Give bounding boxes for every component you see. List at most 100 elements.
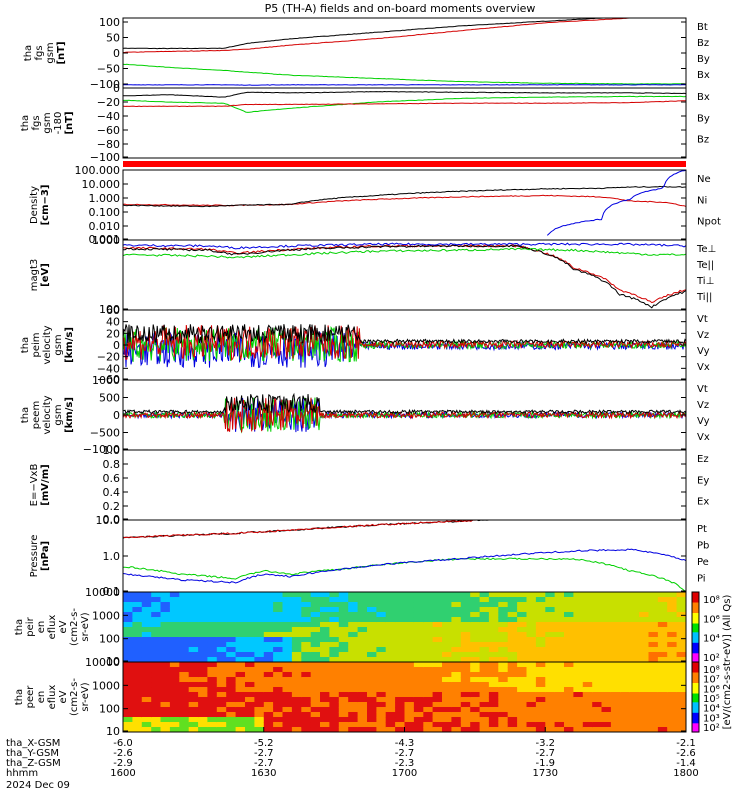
spectrogram-cell <box>629 597 640 603</box>
spectrogram-cell <box>291 617 302 623</box>
spectrogram-cell <box>479 637 490 643</box>
spectrogram-cell <box>338 692 349 698</box>
spectrogram-cell <box>160 727 171 732</box>
spectrogram-cell <box>488 682 499 688</box>
spectrogram-cell <box>610 707 621 713</box>
spectrogram-cell <box>442 622 452 628</box>
spectrogram-cell <box>357 607 368 613</box>
spectrogram-cell <box>582 657 593 662</box>
spectrogram-cell <box>460 682 471 688</box>
spectrogram-cell <box>460 687 471 693</box>
spectrogram-cell <box>451 592 462 598</box>
spectrogram-cell <box>207 622 218 628</box>
spectrogram-cell <box>601 602 612 608</box>
spectrogram-cell <box>413 627 424 633</box>
legend-Bx: Bx <box>697 70 710 81</box>
spectrogram-cell <box>151 697 162 703</box>
spectrogram-cell <box>169 697 180 703</box>
spectrogram-cell <box>526 602 537 608</box>
y-axis-label: gsm <box>53 404 64 425</box>
spectrogram-cell <box>564 702 574 708</box>
spectrogram-cell <box>235 702 246 708</box>
spectrogram-cell <box>451 612 462 618</box>
spectrogram-cell <box>554 622 565 628</box>
spectrogram-cell <box>442 637 452 643</box>
spectrogram-cell <box>273 637 284 643</box>
panel-7 <box>122 449 687 521</box>
spectrogram-cell <box>291 712 302 718</box>
spectrogram-cell <box>273 702 284 708</box>
spectrogram-cell <box>442 707 452 713</box>
spectrogram-cell <box>676 607 686 613</box>
spectrogram-cell <box>601 707 612 713</box>
spectrogram-cell <box>338 637 349 643</box>
spectrogram-cell <box>535 612 546 618</box>
spectrogram-cell <box>254 672 265 678</box>
spectrogram-cell <box>526 627 537 633</box>
y-tick-label: 0.4 <box>103 486 121 499</box>
y-axis-label: gsm <box>42 112 53 133</box>
spectrogram-cell <box>423 602 434 608</box>
y-tick-label: 0 <box>113 409 120 422</box>
spectrogram-cell <box>573 632 584 638</box>
spectrogram-cell <box>235 672 246 678</box>
spectrogram-cell <box>123 727 133 732</box>
spectrogram-cell <box>479 697 490 703</box>
spectrogram-cell <box>432 657 443 662</box>
spectrogram-cell <box>535 627 546 633</box>
spectrogram-cell <box>667 637 678 643</box>
spectrogram-cell <box>676 697 686 703</box>
spectrogram-cell <box>338 677 349 683</box>
spectrogram-cell <box>592 672 603 678</box>
spectrogram-cell <box>301 697 312 703</box>
spectrogram-cell <box>526 622 537 628</box>
spectrogram-cell <box>507 602 518 608</box>
spectrogram-cell <box>207 662 218 668</box>
spectrogram-cell <box>385 702 396 708</box>
spectrogram-cell <box>395 622 406 628</box>
spectrogram-cell <box>348 652 359 658</box>
spectrogram-cell <box>404 712 415 718</box>
spectrogram-cell <box>657 642 668 648</box>
spectrogram-cell <box>357 597 368 603</box>
spectrogram-cell <box>301 612 312 618</box>
spectrogram-cell <box>160 657 171 662</box>
spectrogram-cell <box>404 702 415 708</box>
spectrogram-cell <box>423 632 434 638</box>
spectrogram-cell <box>432 672 443 678</box>
spectrogram-cell <box>338 697 349 703</box>
spectrogram-cell <box>413 697 424 703</box>
spectrogram-cell <box>442 657 452 662</box>
y-tick-label: −80 <box>97 138 120 151</box>
spectrogram-cell <box>245 702 255 708</box>
spectrogram-cell <box>498 602 509 608</box>
spectrogram-cell <box>207 602 218 608</box>
colorbar-swatch <box>692 658 699 661</box>
y-axis-label: sr-eV) <box>80 612 91 641</box>
spectrogram-cell <box>245 607 255 613</box>
spectrogram-cell <box>479 622 490 628</box>
spectrogram-cell <box>442 647 452 653</box>
spectrogram-cell <box>357 727 368 732</box>
spectrogram-cell <box>592 622 603 628</box>
spectrogram-cell <box>526 592 537 598</box>
y-axis-label: Density <box>29 186 40 224</box>
spectrogram-cell <box>545 702 556 708</box>
spectrogram-cell <box>667 612 678 618</box>
spectrogram-cell <box>385 637 396 643</box>
spectrogram-cell <box>592 647 603 653</box>
spectrogram-cell <box>132 637 143 643</box>
spectrogram-cell <box>198 722 209 728</box>
spectrogram-cell <box>329 717 340 723</box>
spectrogram-cell <box>338 642 349 648</box>
spectrogram-cell <box>498 687 509 693</box>
spectrogram-cell <box>207 667 218 673</box>
spectrogram-cell <box>423 657 434 662</box>
spectrogram-cell <box>657 707 668 713</box>
spectrogram-cell <box>291 702 302 708</box>
spectrogram-cell <box>320 602 330 608</box>
spectrogram-cell <box>141 592 152 598</box>
spectrogram-cell <box>320 657 330 662</box>
spectrogram-cell <box>291 657 302 662</box>
y-axis-label: gsm <box>53 334 64 355</box>
